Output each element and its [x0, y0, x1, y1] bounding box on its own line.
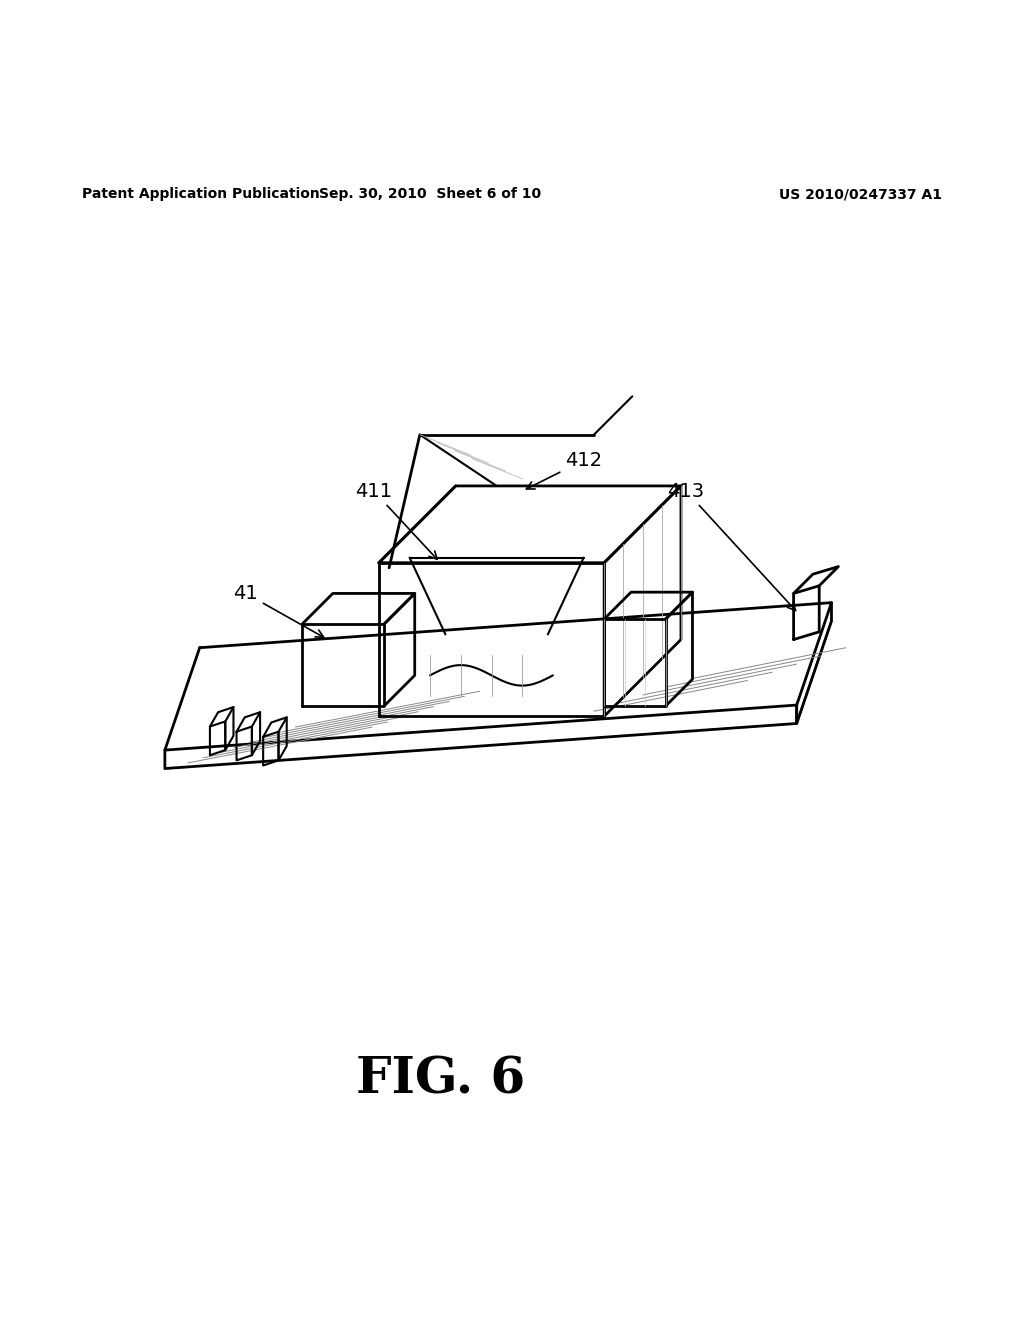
Text: US 2010/0247337 A1: US 2010/0247337 A1 [779, 187, 942, 201]
Text: Patent Application Publication: Patent Application Publication [82, 187, 319, 201]
Text: 413: 413 [668, 482, 796, 610]
Text: 412: 412 [526, 451, 602, 488]
Text: 411: 411 [355, 482, 437, 560]
Text: 41: 41 [233, 583, 324, 638]
Text: Sep. 30, 2010  Sheet 6 of 10: Sep. 30, 2010 Sheet 6 of 10 [319, 187, 541, 201]
Text: FIG. 6: FIG. 6 [355, 1056, 525, 1105]
